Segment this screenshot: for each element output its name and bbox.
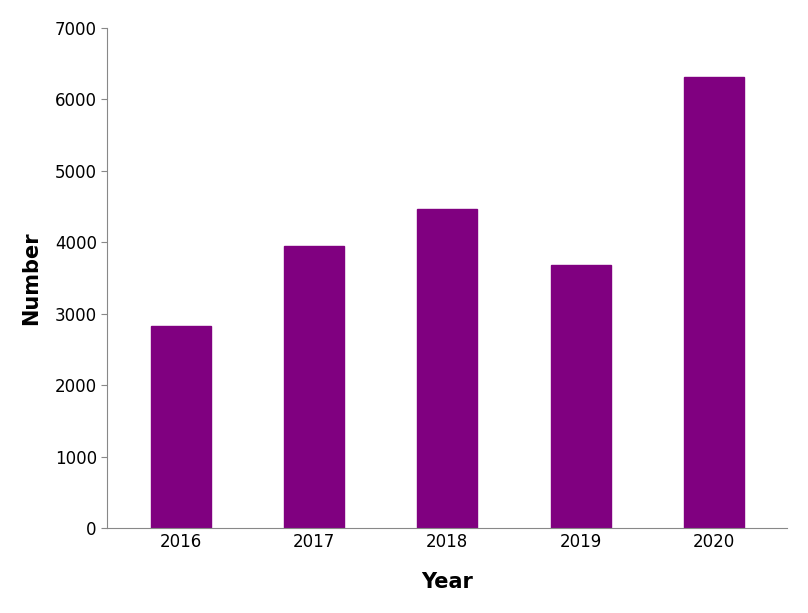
X-axis label: Year: Year [421, 572, 473, 592]
Bar [417, 210, 478, 528]
Y-axis label: Number: Number [21, 231, 41, 325]
Bar [550, 265, 611, 528]
Bar [684, 77, 744, 528]
Bar [150, 326, 211, 528]
Bar [284, 246, 344, 528]
